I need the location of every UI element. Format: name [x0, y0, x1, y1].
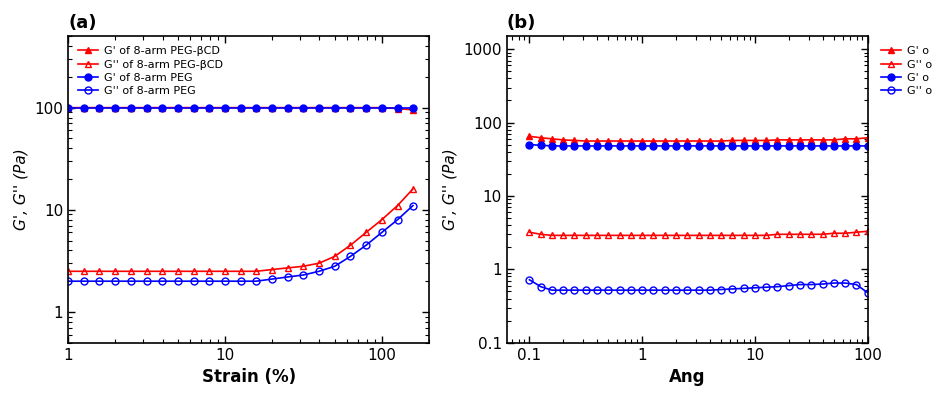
Text: (a): (a): [68, 14, 97, 32]
Legend: G' of 8-arm PEG-βCD, G'' of 8-arm PEG-βCD, G' of 8-arm PEG, G'' of 8-arm PEG: G' of 8-arm PEG-βCD, G'' of 8-arm PEG-βC…: [74, 42, 227, 101]
Legend: G' o, G'' o, G' o, G'' o: G' o, G'' o, G' o, G'' o: [877, 42, 937, 101]
Y-axis label: G', G'' (Pa): G', G'' (Pa): [443, 148, 458, 230]
Y-axis label: G', G'' (Pa): G', G'' (Pa): [14, 148, 28, 230]
X-axis label: Strain (%): Strain (%): [201, 368, 295, 386]
Text: (b): (b): [506, 14, 536, 32]
X-axis label: Ang: Ang: [669, 368, 706, 386]
